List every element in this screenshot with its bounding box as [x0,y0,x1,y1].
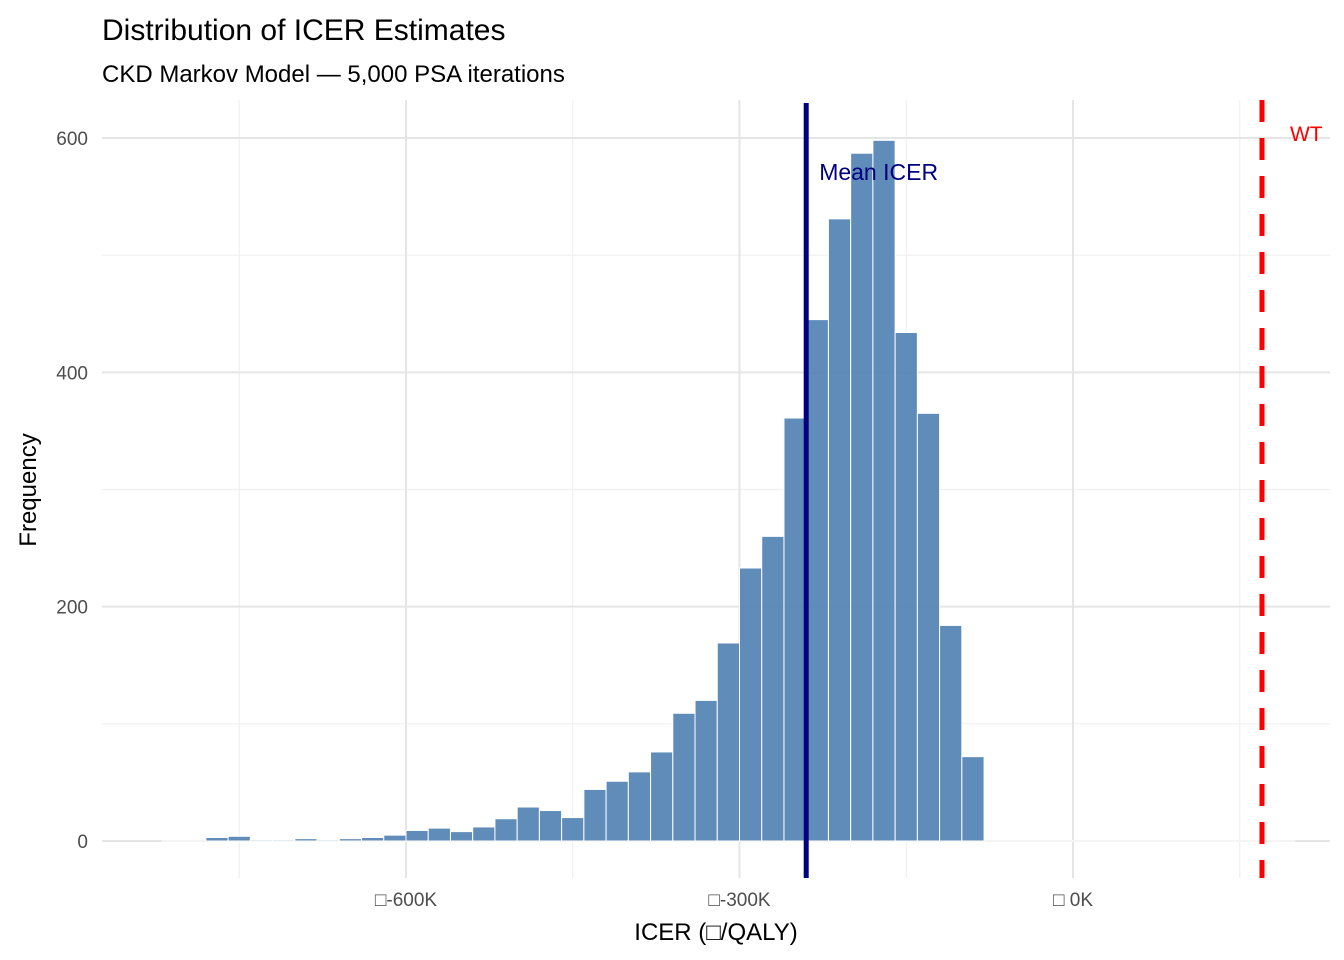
x-axis-title: ICER (□/QALY) [634,919,797,946]
histogram-bar [827,218,852,842]
y-axis-ticks: 0 200 400 600 [56,129,88,853]
histogram-bar [316,839,340,842]
histogram-bar [672,712,696,842]
y-tick-label: 0 [77,832,88,853]
histogram-bar [627,771,652,842]
histogram-bar [472,826,496,842]
histogram-bar [383,834,407,842]
y-tick-label: 200 [56,598,88,619]
histogram-bar [694,699,718,842]
histogram-bar [850,152,874,842]
histogram-bar [716,642,740,842]
histogram-bar [361,836,385,842]
x-axis-ticks: □-600K □-300K □ 0K [375,890,1093,911]
histogram-bar [205,836,229,842]
reference-lines: Mean ICER WT [803,100,1323,878]
histogram-bar [783,417,807,842]
histogram-bar [872,139,896,842]
histogram-bar [761,535,785,842]
histogram-bar [272,839,296,842]
mean-icer-label: Mean ICER [819,159,938,185]
x-tick-label: □ 0K [1053,890,1093,911]
histogram-bar [294,838,318,842]
histogram-bar [805,319,829,842]
histogram-bar [961,756,985,842]
histogram-bar [739,567,763,842]
histogram-bar [227,835,251,842]
histogram-bar [538,810,563,842]
histogram-bar [894,331,918,842]
histogram-bar [449,831,474,842]
histogram-bar [650,751,674,842]
histogram-bar [249,839,274,842]
x-tick-label: □-600K [375,890,438,911]
histogram-bar [405,829,429,842]
histogram-bar [605,780,629,842]
y-tick-label: 600 [56,129,88,150]
chart-subtitle: CKD Markov Model — 5,000 PSA iterations [102,61,565,88]
histogram-bars [161,139,1296,842]
wtp-threshold-label: WT [1290,123,1323,146]
histogram-bar [494,818,518,842]
y-tick-label: 400 [56,363,88,384]
y-axis-title: Frequency [15,433,42,546]
histogram-bar [561,817,585,842]
histogram-bar [939,624,963,842]
x-tick-label: □-300K [708,890,771,911]
histogram-bar [583,788,607,842]
histogram-bar [427,827,451,842]
chart-title: Distribution of ICER Estimates [102,14,505,47]
histogram-bar [916,412,941,842]
histogram-bar [516,806,540,842]
histogram-bar [338,838,363,842]
